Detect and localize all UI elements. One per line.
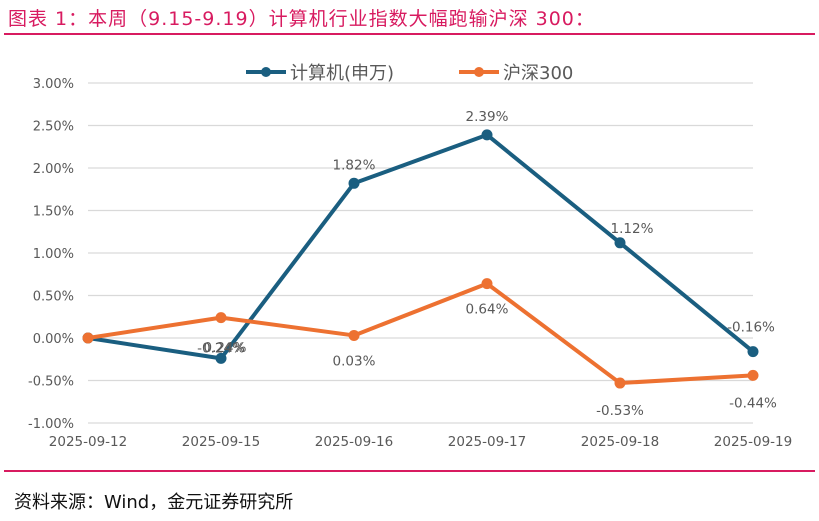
source-note: 资料来源：Wind，金元证券研究所 [14, 492, 294, 513]
y-tick-label: -0.50% [28, 375, 74, 390]
data-point [481, 278, 493, 290]
data-point [614, 377, 626, 389]
y-tick-label: 2.50% [33, 120, 74, 135]
data-labels: -0.24% 1.82% 2.39% 1.12% -0.16% 0.24% 0.03% 0.6… [197, 109, 777, 419]
y-tick-label: 1.00% [33, 247, 74, 262]
title-divider [4, 33, 815, 35]
data-label: -0.16% [727, 320, 775, 336]
x-axis-labels: 2025-09-12 2025-09-15 2025-09-16 2025-09-17… [49, 434, 792, 450]
data-point [348, 177, 360, 189]
data-point [82, 332, 94, 344]
bottom-divider [4, 470, 815, 472]
data-label: 0.64% [466, 302, 509, 318]
legend: 计算机(申万) 沪深300 [246, 63, 573, 84]
data-point [481, 129, 493, 141]
data-label: 0.03% [333, 353, 376, 369]
x-tick-label: 2025-09-16 [315, 434, 393, 450]
data-point [215, 352, 227, 364]
y-tick-label: -1.00% [28, 417, 74, 432]
data-label: 1.82% [333, 157, 376, 173]
data-label: 0.24% [204, 340, 247, 356]
series-lines [82, 129, 759, 389]
y-tick-label: 0.50% [33, 290, 74, 305]
data-point [747, 369, 759, 381]
x-tick-label: 2025-09-15 [182, 434, 260, 450]
x-tick-label: 2025-09-19 [714, 434, 792, 450]
x-tick-label: 2025-09-18 [581, 434, 659, 450]
y-axis-labels: 3.00% 2.50% 2.00% 1.50% 1.00% 0.50% 0.00% -0.50… [28, 77, 74, 432]
y-tick-label: 0.00% [33, 332, 74, 347]
gridlines [88, 82, 753, 424]
data-point [348, 329, 360, 341]
data-label: 2.39% [466, 109, 509, 125]
series-line-2 [87, 281, 754, 386]
data-point [215, 312, 227, 324]
x-tick-label: 2025-09-17 [448, 434, 526, 450]
y-tick-label: 3.00% [33, 77, 74, 92]
data-label: -0.24% [197, 340, 245, 356]
data-label: 1.12% [611, 221, 654, 237]
x-tick-label: 2025-09-12 [49, 434, 127, 450]
data-point [614, 237, 626, 249]
figure-title: 图表 1：本周（9.15-9.19）计算机行业指数大幅跑输沪深 300： [8, 8, 595, 30]
legend-label-1: 计算机(申万) [290, 63, 394, 84]
data-label: -0.53% [596, 403, 644, 419]
data-label: -0.44% [729, 395, 777, 411]
line-chart: 3.00% 2.50% 2.00% 1.50% 1.00% 0.50% 0.00% -0.50… [28, 63, 792, 450]
y-tick-label: 2.00% [33, 162, 74, 177]
legend-label-2: 沪深300 [503, 63, 573, 84]
y-tick-label: 1.50% [33, 205, 74, 220]
data-point [747, 346, 759, 358]
series-line-1 [87, 132, 755, 361]
